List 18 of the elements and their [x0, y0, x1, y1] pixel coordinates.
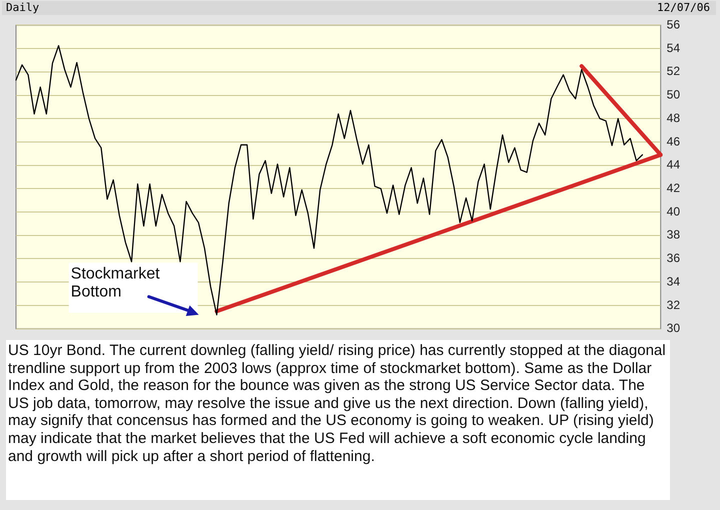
y-tick-label: 40: [666, 204, 680, 218]
y-tick-label: 34: [666, 274, 680, 288]
annotation: Stockmarket Bottom: [70, 266, 160, 301]
y-tick-label: 44: [666, 158, 680, 172]
text: 12/07/06: [657, 1, 710, 15]
y-tick-label: 30: [666, 321, 680, 336]
y-tick-label: 42: [666, 180, 680, 195]
y-tick-label: 52: [666, 64, 680, 78]
chart-title: Daily: [6, 1, 40, 15]
y-tick-label: 46: [666, 134, 680, 148]
text: US 10yr Bond. The current downleg (falling yield/ rising price) has currently stopped at the diagonal trendline support up from the 2003 lows (approx time of stockmarket bottom). Same as the Dollar Index and Gold, the reason for the bounce was given as the strong US Service Sector data. The US job data, tomorrow, may resolve the issue and give us the next direction. Down (falling yield), may signify that concensus has formed and the US economy is going to weaken. UP (rising yield) may indicate that the market believes that the US Fed will achieve a soft economic cycle landing and growth will pick up after a short period of flattening.: [6, 340, 670, 500]
y-tick-label: 32: [666, 298, 680, 312]
y-tick-label: 54: [666, 40, 680, 55]
y-tick-label: 56: [666, 18, 680, 32]
y-tick-label: 36: [666, 251, 680, 266]
y-tick-label: 38: [666, 228, 680, 242]
y-tick-label: 50: [666, 88, 680, 102]
y-tick-label: 48: [666, 110, 680, 125]
